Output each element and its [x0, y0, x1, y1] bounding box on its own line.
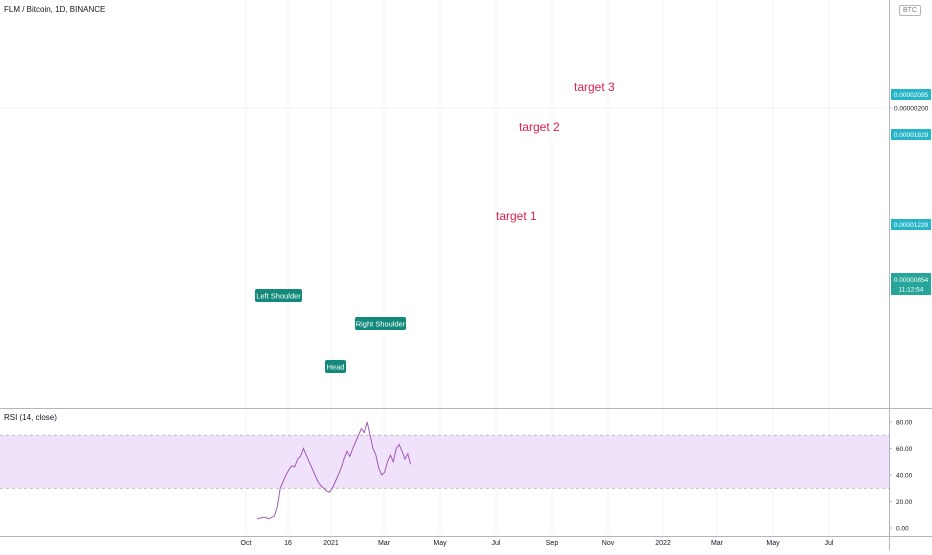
rsi-tick-label: 20.00: [896, 499, 913, 506]
right-shoulder-label: Right Shoulder: [356, 320, 406, 329]
head-badge: [325, 360, 346, 373]
rsi-band-fill: [0, 435, 889, 489]
target-2-price-tag[interactable]: [891, 129, 931, 140]
target-3-price-text: 0.00002095: [894, 92, 929, 99]
rsi-line: [256, 421, 412, 520]
rsi-tick-label: 0.00: [896, 526, 909, 533]
rsi-band: [0, 434, 889, 489]
right-shoulder-badge: [355, 317, 406, 330]
symbol-title[interactable]: FLM / Bitcoin, 1D, BINANCE: [4, 5, 106, 14]
time-tick-label: Sep: [546, 540, 559, 547]
time-tick-label: Nov: [602, 540, 615, 547]
target-1-label: target 1: [496, 209, 537, 223]
time-tick-label: May: [766, 540, 780, 547]
current-price-tag[interactable]: [891, 273, 931, 295]
time-tick-label: May: [433, 540, 447, 547]
target-3-price-tag[interactable]: [891, 89, 931, 100]
time-tick-label: 2022: [655, 540, 671, 547]
target-1-price-text: 0.00001229: [894, 222, 929, 229]
rsi-tick-label: 80.00: [896, 420, 913, 427]
rsi-series-line: [256, 421, 412, 520]
time-tick-label: 16: [284, 540, 292, 547]
time-tick-label: 2021: [323, 540, 339, 547]
current-price-text: 0.00000854: [894, 277, 929, 284]
target-3-label: target 3: [574, 80, 615, 94]
time-tick-label: Jul: [492, 540, 501, 547]
time-tick-label: Jul: [825, 540, 834, 547]
head-label: Head: [327, 363, 345, 372]
target-1-price-tag[interactable]: [891, 219, 931, 230]
target-2-label: target 2: [519, 120, 560, 134]
target-2-price-text: 0.00001829: [894, 132, 929, 139]
countdown-text: 11:12:54: [899, 287, 924, 294]
price-tick-label: 0.00000200: [894, 106, 929, 113]
time-tick-label: Oct: [241, 540, 252, 547]
left-shoulder-badge: [255, 289, 302, 302]
rsi-indicator-title[interactable]: RSI (14, close): [4, 413, 57, 422]
rsi-tick-label: 60.00: [896, 446, 913, 453]
time-tick-label: Mar: [711, 540, 724, 547]
left-shoulder-label: Left Shoulder: [256, 292, 301, 301]
rsi-tick-label: 40.00: [896, 473, 913, 480]
currency-badge[interactable]: BTC: [899, 5, 921, 16]
time-tick-label: Mar: [378, 540, 391, 547]
